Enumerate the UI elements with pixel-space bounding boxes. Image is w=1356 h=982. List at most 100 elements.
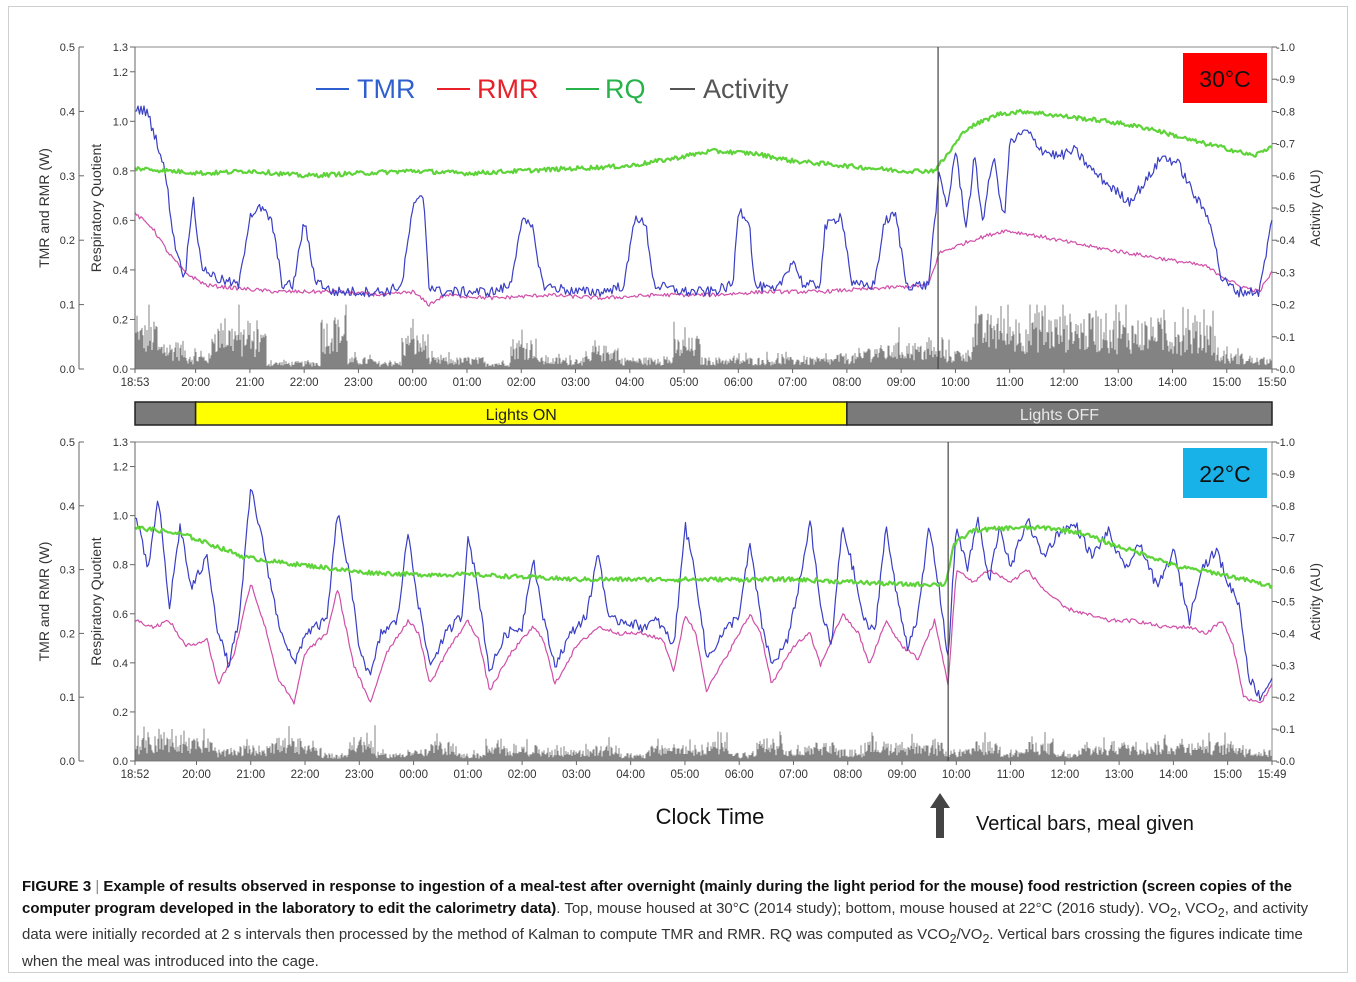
top-temp-badge-label: 30°C: [1199, 66, 1250, 92]
bottom-tick-label-x: 10:00: [942, 769, 971, 781]
top-tick-label-x: 21:00: [236, 377, 265, 389]
bottom-activity-series: [135, 725, 1272, 761]
bottom-tick-label-x: 21:00: [236, 769, 265, 781]
bottom-tick-label-left-inner: 0.2: [113, 707, 128, 719]
legend-label-tmr: TMR: [357, 74, 415, 104]
top-tick-label-left-outer: 0.0: [60, 364, 75, 376]
top-tick-label-right: -0.4: [1276, 235, 1295, 247]
top-tick-label-x: 05:00: [670, 377, 699, 389]
top-tick-label-right: -0.0: [1276, 364, 1295, 376]
top-tick-label-x: 00:00: [398, 377, 427, 389]
bottom-tick-label-x: 09:00: [888, 769, 917, 781]
meal-arrow-icon: [930, 793, 950, 838]
top-tick-label-x: 11:00: [996, 377, 1024, 389]
lights-off-label: Lights OFF: [1020, 407, 1099, 424]
top-tick-label-x: 20:00: [181, 377, 210, 389]
bottom-tick-label-left-inner: 0.4: [113, 658, 128, 670]
lights-segment-off: [846, 401, 1273, 426]
bottom-series-rq: [134, 524, 1273, 589]
bottom-tick-label-x: 13:00: [1105, 769, 1134, 781]
top-tick-label-x: 01:00: [453, 377, 482, 389]
bottom-tick-label-x: 06:00: [725, 769, 754, 781]
top-tick-label-left-outer: 0.5: [60, 42, 75, 54]
bottom-temp-badge-label: 22°C: [1199, 461, 1250, 487]
figure-frame: [8, 6, 1348, 973]
bottom-tick-label-left-outer: 0.4: [60, 501, 75, 513]
bottom-tick-label-x: 14:00: [1159, 769, 1188, 781]
bottom-series-tmr: [134, 489, 1273, 702]
bottom-tick-label-right: -0.7: [1276, 533, 1295, 545]
bottom-tick-label-right: -0.2: [1276, 692, 1295, 704]
legend-label-rq: RQ: [605, 74, 646, 104]
arrow-note: Vertical bars, meal given: [976, 813, 1194, 835]
bottom-tick-label-right: -0.0: [1276, 756, 1295, 768]
top-tick-label-x: 04:00: [615, 377, 644, 389]
bottom-tick-label-right: -0.1: [1276, 724, 1295, 736]
bottom-tick-label-x: 22:00: [291, 769, 320, 781]
top-tick-label-left-inner: 1.0: [113, 116, 128, 128]
top-activity-bars: [135, 304, 1272, 369]
bottom-tick-label-x: 15:00: [1213, 769, 1242, 781]
bottom-tick-label-left-outer: 0.1: [60, 692, 75, 704]
top-tick-label-x: 09:00: [887, 377, 916, 389]
figure-canvas: 0.0 0.1 0.2 0.3 0.4 0.5 0.0 0.2 0.4 0.6 0.8 1.0 1.2 1…: [36, 42, 1323, 838]
top-axis-title-right: Activity (AU): [1307, 170, 1323, 247]
bottom-tick-label-left-inner: 0.8: [113, 560, 128, 572]
bottom-series-rmr: [134, 569, 1273, 705]
bottom-axis-title-right: Activity (AU): [1307, 563, 1323, 640]
bottom-tick-label-right: -0.9: [1276, 469, 1295, 481]
bottom-tick-label-left-outer: 0.3: [60, 565, 75, 577]
bottom-tick-label-x: 11:00: [997, 769, 1025, 781]
bottom-tick-label-left-outer: 0.2: [60, 628, 75, 640]
top-tick-label-x: 03:00: [561, 377, 590, 389]
bottom-tick-label-left-inner: 0.6: [113, 609, 128, 621]
bottom-tick-label-right: -0.5: [1276, 597, 1295, 609]
top-tick-label-x: 18:53: [121, 377, 150, 389]
top-tick-label-right: -0.1: [1276, 332, 1295, 344]
top-series-rq: [134, 108, 1273, 179]
bottom-tick-label-left-outer: 0.0: [60, 756, 75, 768]
bottom-axis-title-left-outer: TMR and RMR (W): [36, 542, 52, 662]
caption-bold: Example of results observed in response …: [22, 878, 1292, 917]
bottom-tick-label-x: 07:00: [779, 769, 808, 781]
bottom-tick-label-right: -0.8: [1276, 501, 1295, 513]
lights-segment-off: [134, 401, 197, 426]
bottom-tick-label-x: 08:00: [833, 769, 862, 781]
top-tick-label-right: -0.5: [1276, 203, 1295, 215]
top-axis-title-left-outer: TMR and RMR (W): [36, 148, 52, 268]
bottom-tick-label-left-outer: 0.5: [60, 437, 75, 449]
bottom-tick-label-x: 03:00: [562, 769, 591, 781]
top-tick-label-x: 23:00: [344, 377, 373, 389]
top-tick-label-x: 07:00: [778, 377, 807, 389]
top-tick-label-x: 15:50: [1258, 377, 1287, 389]
bottom-tick-label-right: -0.4: [1276, 628, 1295, 640]
bottom-tick-label-x: 20:00: [182, 769, 211, 781]
top-tick-label-right: -0.8: [1276, 106, 1295, 118]
top-tick-label-left-inner: 0.4: [113, 265, 128, 277]
bottom-tick-label-x: 02:00: [508, 769, 537, 781]
top-tick-label-x: 02:00: [507, 377, 536, 389]
lights-bar: Lights ON Lights OFF: [134, 401, 1273, 426]
top-tick-label-x: 08:00: [832, 377, 861, 389]
top-tick-label-x: 22:00: [290, 377, 319, 389]
top-tick-label-left-inner: 0.6: [113, 215, 128, 227]
top-tick-label-x: 10:00: [941, 377, 970, 389]
top-tick-label-right: -1.0: [1276, 42, 1295, 54]
top-tick-label-left-inner: 0.0: [113, 364, 128, 376]
bottom-tick-label-x: 15:49: [1258, 769, 1287, 781]
bottom-tick-label-left-inner: 0.0: [113, 756, 128, 768]
top-series-tmr: [134, 105, 1273, 298]
x-axis-title: Clock Time: [656, 804, 765, 829]
bottom-tick-label-x: 23:00: [345, 769, 374, 781]
top-tick-label-left-outer: 0.4: [60, 106, 75, 118]
bottom-axis-title-left-inner: Respiratory Quotient: [88, 537, 104, 666]
bottom-temp-badge: [1183, 448, 1267, 498]
top-tick-label-right: -0.7: [1276, 139, 1295, 151]
top-tick-label-left-inner: 1.3: [113, 42, 128, 54]
top-tick-label-right: -0.6: [1276, 171, 1295, 183]
top-activity-series: [135, 304, 1272, 369]
top-tick-label-x: 12:00: [1050, 377, 1079, 389]
bottom-activity-bars: [135, 725, 1272, 761]
caption-body: . Top, mouse housed at 30°C (2014 study)…: [22, 899, 1309, 970]
top-tick-label-left-outer: 0.3: [60, 171, 75, 183]
